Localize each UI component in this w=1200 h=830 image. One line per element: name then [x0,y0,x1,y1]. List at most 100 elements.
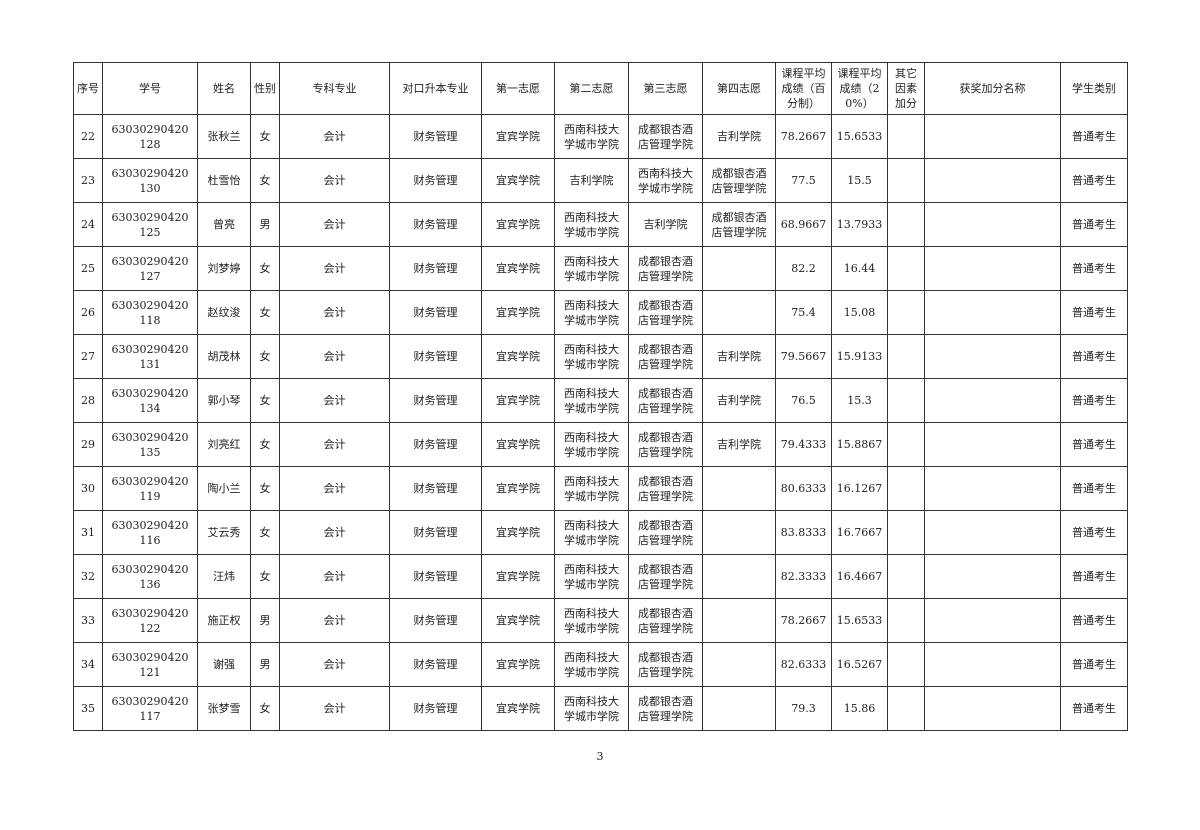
cell: 15.3 [831,378,888,423]
cell [702,598,776,643]
cell: 财务管理 [389,642,482,687]
cell: 宜宾学院 [481,290,555,335]
cell: 16.44 [831,246,888,291]
cell [924,642,1061,687]
cell: 宜宾学院 [481,202,555,247]
cell [887,598,925,643]
cell: 成都银杏酒店管理学院 [628,290,703,335]
cell: 普通考生 [1060,158,1128,203]
cell: 郭小琴 [197,378,251,423]
cell: 29 [73,422,103,467]
cell: 23 [73,158,103,203]
cell: 成都银杏酒店管理学院 [628,598,703,643]
cell: 普通考生 [1060,114,1128,159]
cell [702,510,776,555]
cell [702,466,776,511]
data-row: 35 63030290420117 张梦雪女会计 财务管理 宜宾学院 西南科技大学城市学院… [73,686,1128,731]
cell: 63030290420119 [102,466,198,511]
data-row: 31 63030290420116 艾云秀女会计 财务管理 宜宾学院 西南科技大学城市学院… [73,510,1128,555]
cell: 财务管理 [389,554,482,599]
cell: 26 [73,290,103,335]
cell: 78.2667 [775,114,832,159]
cell: 63030290420116 [102,510,198,555]
cell: 张梦雪 [197,686,251,731]
header-cell: 课程平均成绩（百分制） [775,62,832,115]
cell [924,378,1061,423]
cell: 西南科技大学城市学院 [554,290,629,335]
cell: 82.2 [775,246,832,291]
cell: 西南科技大学城市学院 [554,422,629,467]
data-row: 23 63030290420130 杜雪怡女会计 财务管理 宜宾学院 吉利学院 西南科技大学… [73,158,1128,203]
cell: 普通考生 [1060,466,1128,511]
cell: 会计 [279,466,390,511]
cell [924,466,1061,511]
header-cell: 学生类别 [1060,62,1128,115]
cell [887,510,925,555]
cell: 财务管理 [389,114,482,159]
cell: 83.8333 [775,510,832,555]
cell [702,642,776,687]
cell: 63030290420136 [102,554,198,599]
cell: 27 [73,334,103,379]
cell: 吉利学院 [628,202,703,247]
header-cell: 学号 [102,62,198,115]
cell: 成都银杏酒店管理学院 [702,202,776,247]
cell: 艾云秀 [197,510,251,555]
cell [887,554,925,599]
cell [702,246,776,291]
cell [887,686,925,731]
cell [887,378,925,423]
cell: 63030290420117 [102,686,198,731]
data-row: 22 63030290420128 张秋兰女会计 财务管理 宜宾学院 西南科技大学城市学院… [73,114,1128,159]
cell: 63030290420130 [102,158,198,203]
cell: 会计 [279,686,390,731]
cell: 成都银杏酒店管理学院 [628,334,703,379]
cell: 西南科技大学城市学院 [554,554,629,599]
cell: 16.7667 [831,510,888,555]
cell: 西南科技大学城市学院 [554,686,629,731]
cell [924,158,1061,203]
cell: 宜宾学院 [481,378,555,423]
cell: 宜宾学院 [481,114,555,159]
data-row: 26 63030290420118 赵纹浚女会计 财务管理 宜宾学院 西南科技大学城市学院… [73,290,1128,335]
header-cell: 性别 [250,62,280,115]
header-cell: 专科专业 [279,62,390,115]
cell [924,422,1061,467]
cell: 22 [73,114,103,159]
cell [924,334,1061,379]
cell: 会计 [279,290,390,335]
cell: 63030290420125 [102,202,198,247]
cell [924,202,1061,247]
cell [702,686,776,731]
cell [924,598,1061,643]
cell: 79.4333 [775,422,832,467]
cell: 32 [73,554,103,599]
cell: 普通考生 [1060,202,1128,247]
cell: 女 [250,158,280,203]
cell: 宜宾学院 [481,158,555,203]
cell: 西南科技大学城市学院 [554,510,629,555]
cell: 会计 [279,378,390,423]
cell: 会计 [279,642,390,687]
cell: 普通考生 [1060,554,1128,599]
data-row: 27 63030290420131 胡茂林女会计 财务管理 宜宾学院 西南科技大学城市学院… [73,334,1128,379]
cell: 刘亮红 [197,422,251,467]
cell: 成都银杏酒店管理学院 [628,510,703,555]
cell [702,554,776,599]
cell: 女 [250,686,280,731]
cell: 女 [250,510,280,555]
cell: 34 [73,642,103,687]
cell [887,642,925,687]
cell: 15.86 [831,686,888,731]
cell: 16.5267 [831,642,888,687]
cell: 普通考生 [1060,686,1128,731]
cell: 成都银杏酒店管理学院 [628,686,703,731]
cell: 75.4 [775,290,832,335]
cell: 会计 [279,246,390,291]
cell: 30 [73,466,103,511]
cell: 财务管理 [389,510,482,555]
cell: 16.1267 [831,466,888,511]
cell: 赵纹浚 [197,290,251,335]
header-cell: 获奖加分名称 [924,62,1061,115]
